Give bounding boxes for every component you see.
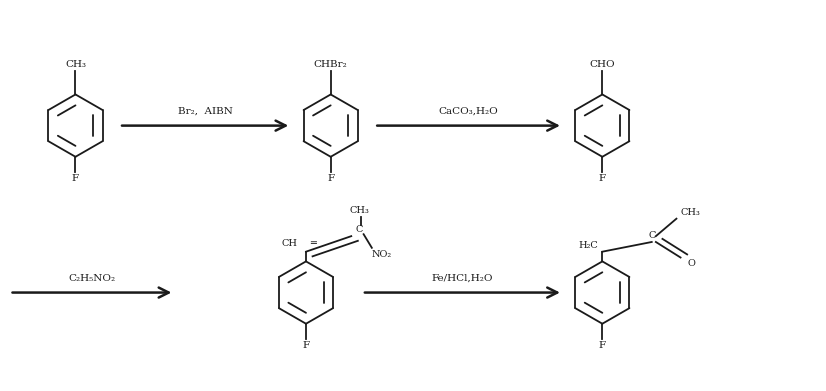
Text: Br₂,  AIBN: Br₂, AIBN [178, 107, 233, 116]
Text: CH: CH [282, 239, 297, 248]
Text: O: O [687, 260, 695, 269]
Text: F: F [599, 341, 606, 350]
Text: CHBr₂: CHBr₂ [314, 60, 348, 69]
Text: Fe/HCl,H₂O: Fe/HCl,H₂O [432, 274, 493, 283]
Text: C₂H₅NO₂: C₂H₅NO₂ [69, 274, 116, 283]
Text: C: C [648, 231, 655, 240]
Text: F: F [72, 174, 79, 183]
Text: CH₃: CH₃ [681, 208, 700, 217]
Text: H₂C: H₂C [578, 241, 598, 250]
Text: ═: ═ [310, 239, 316, 248]
Text: NO₂: NO₂ [372, 250, 392, 259]
Text: CH₃: CH₃ [349, 206, 369, 215]
Text: C: C [355, 225, 363, 234]
Text: F: F [302, 341, 310, 350]
Text: CaCO₃,H₂O: CaCO₃,H₂O [439, 107, 498, 116]
Text: CHO: CHO [590, 60, 615, 69]
Text: CH₃: CH₃ [65, 60, 86, 69]
Text: F: F [599, 174, 606, 183]
Text: F: F [327, 174, 335, 183]
